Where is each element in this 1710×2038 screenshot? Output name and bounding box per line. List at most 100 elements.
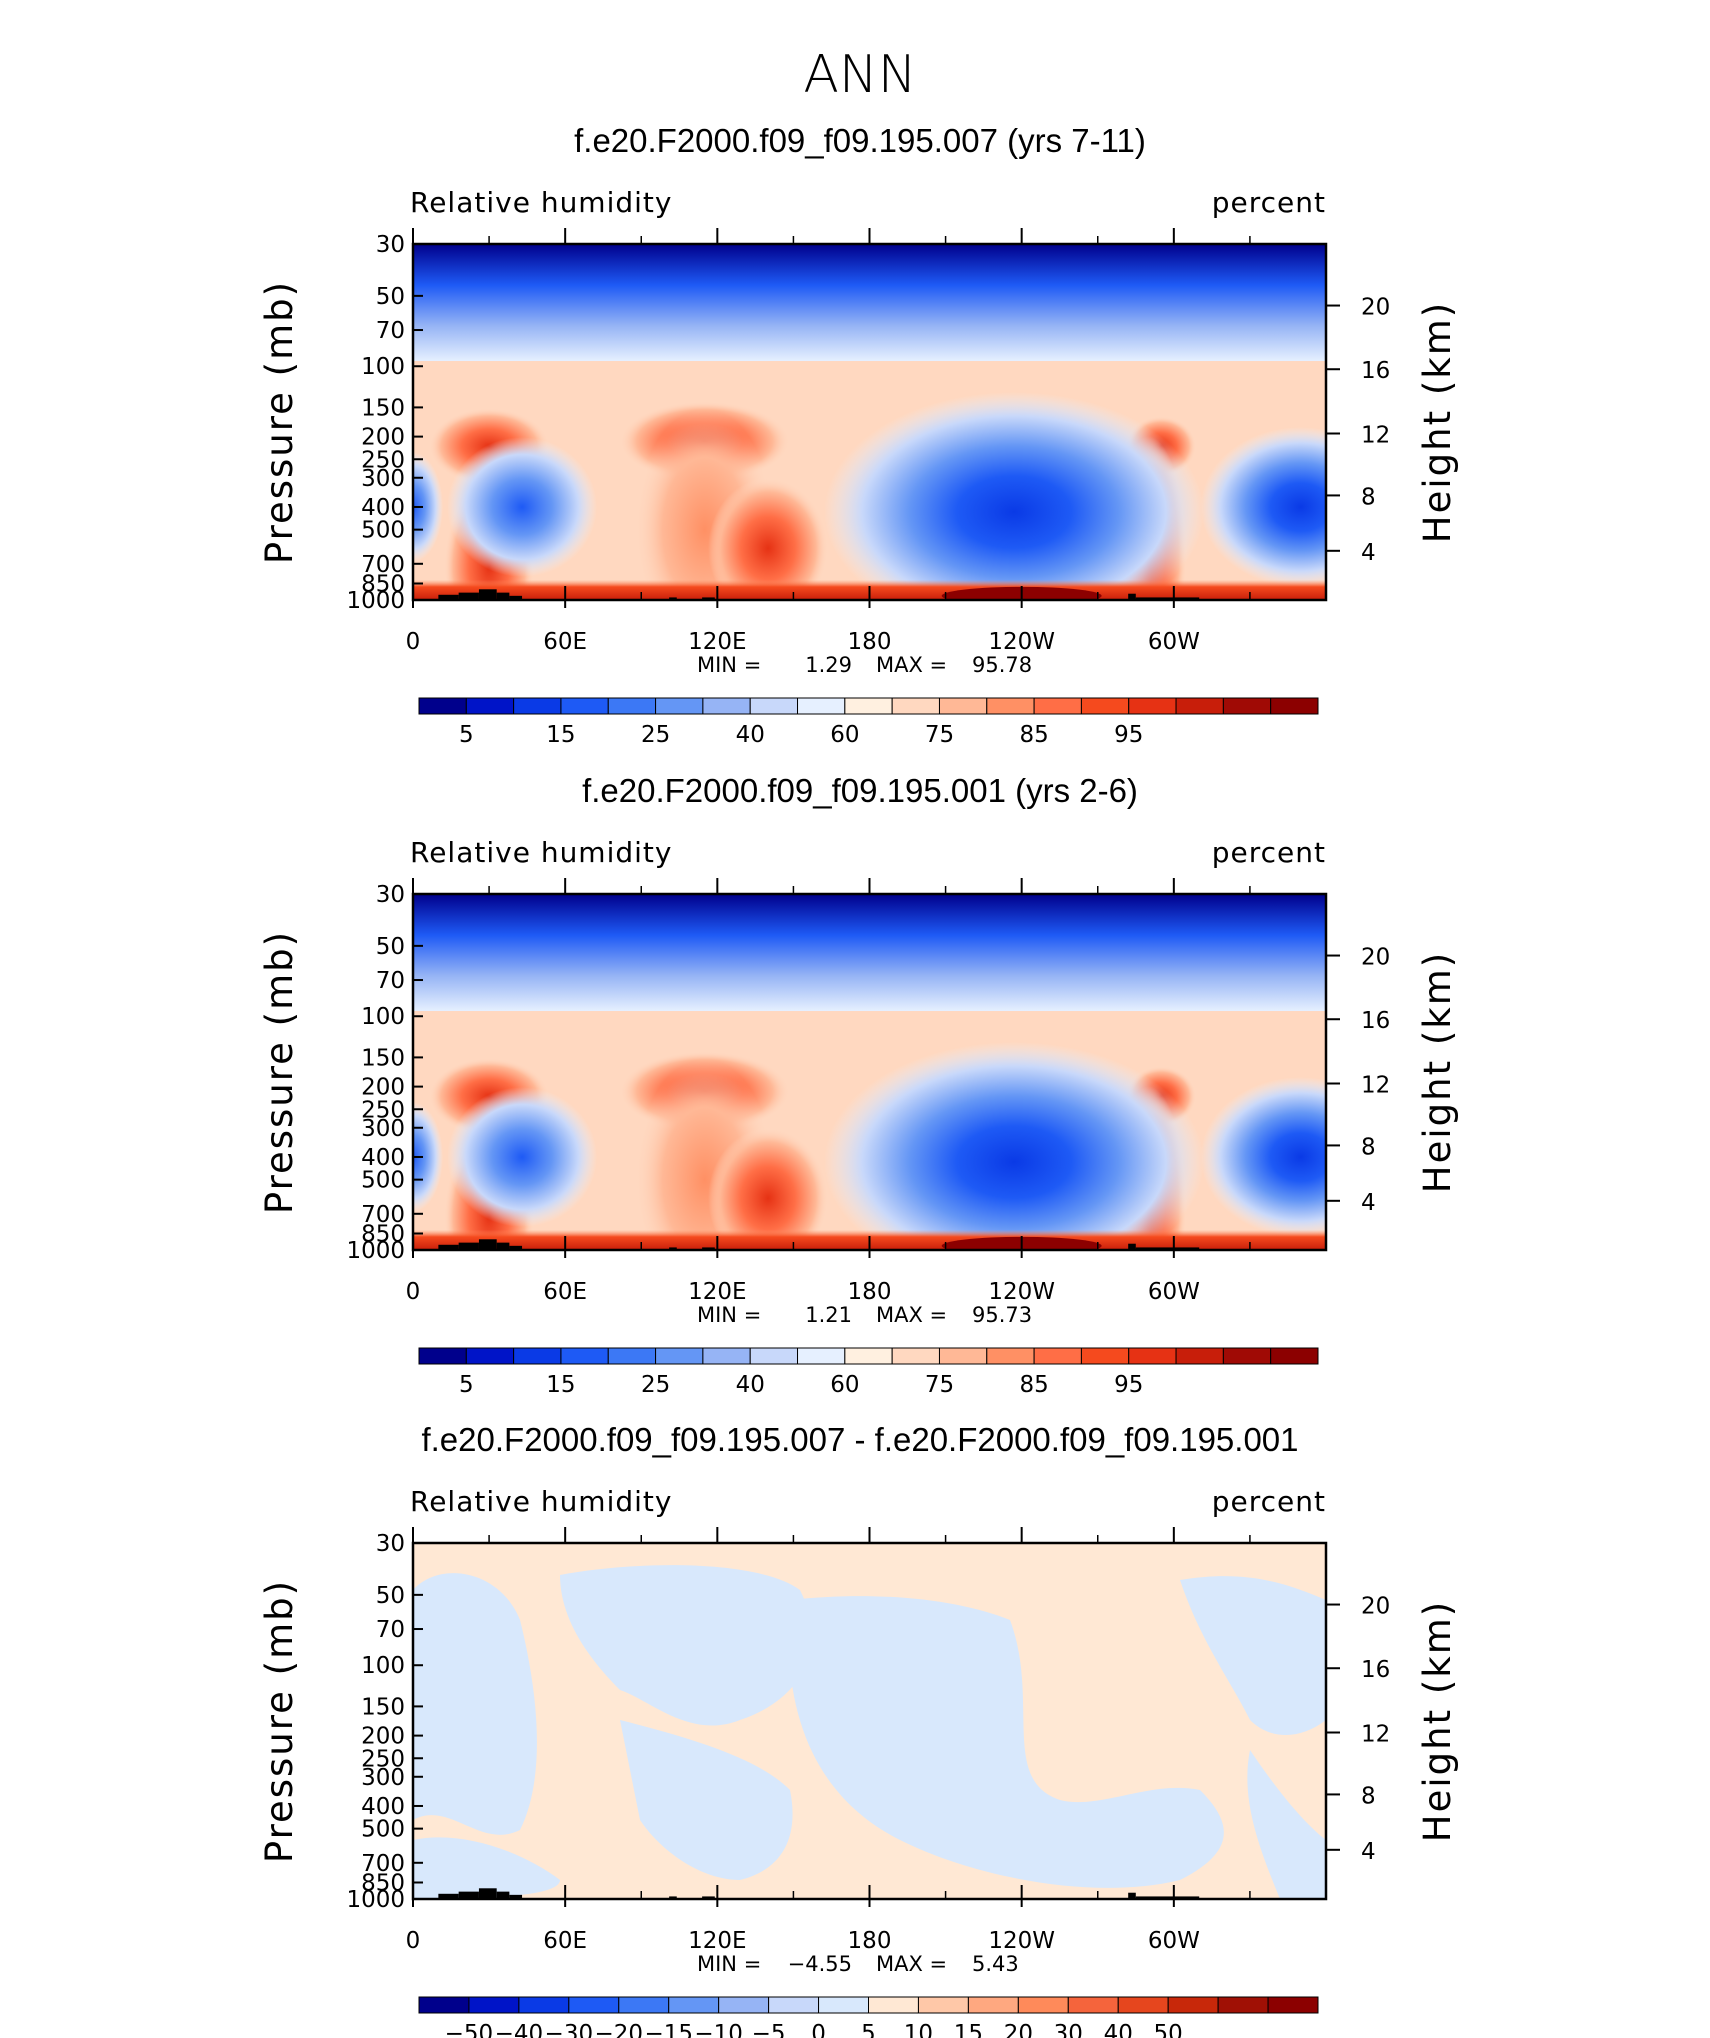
xtick-label: 0: [406, 1928, 421, 1954]
colorbar-label: 5: [459, 722, 474, 748]
ytick-label: 100: [361, 1653, 405, 1679]
colorbar-box: [718, 1996, 770, 2014]
colorbar-label: 15: [546, 722, 575, 748]
colorbar-box: [1117, 1996, 1169, 2014]
y-axis-title: Pressure (mb): [258, 280, 301, 564]
ytick-label: 500: [361, 1817, 405, 1843]
land-mask: [509, 1894, 523, 1899]
colorbar-label: −20: [595, 2021, 644, 2038]
ytick-right-label: 8: [1361, 1783, 1376, 1809]
colorbar-box: [868, 1996, 919, 2014]
ytick-right-label: 8: [1361, 484, 1376, 510]
stratosphere-strip: [413, 244, 1326, 362]
ytick-label: 100: [361, 1004, 405, 1030]
land-mask: [702, 1896, 715, 1899]
ytick-right-label: 16: [1361, 358, 1390, 384]
colorbar-box: [1033, 697, 1082, 715]
colorbar-box: [655, 697, 704, 715]
land-mask: [458, 1891, 479, 1899]
colorbar-label: 95: [1114, 1372, 1143, 1398]
variable-label: Relative humidity: [410, 186, 672, 219]
colorbar-label: 0: [811, 2021, 826, 2038]
panel-title: f.e20.F2000.f09_f09.195.007 (yrs 7-11): [574, 122, 1146, 159]
colorbar-box: [568, 1996, 620, 2014]
ytick-right-label: 12: [1361, 423, 1390, 449]
stratosphere-strip: [413, 894, 1326, 1012]
colorbar-box: [465, 697, 515, 715]
land-mask: [478, 589, 497, 600]
ytick-right-label: 4: [1361, 540, 1376, 566]
xtick-label: 60W: [1148, 1279, 1200, 1305]
colorbar-label: 60: [830, 722, 859, 748]
variable-label: Relative humidity: [410, 836, 672, 869]
colorbar-box: [418, 697, 467, 715]
colorbar-box: [917, 1996, 969, 2014]
colorbar-box: [468, 1996, 520, 2014]
colorbar-label: 15: [954, 2021, 983, 2038]
y-axis-title: Pressure (mb): [258, 1579, 301, 1863]
land-mask: [458, 592, 479, 600]
ytick-label: 400: [361, 1145, 405, 1171]
min-label: MIN =: [697, 1952, 761, 1976]
colorbar-box: [1270, 697, 1319, 715]
ytick-label: 250: [361, 1746, 405, 1772]
ytick-right-label: 12: [1361, 1722, 1390, 1748]
colorbar-box: [560, 1347, 609, 1365]
colorbar-box: [1128, 697, 1177, 715]
ytick-label: 850: [361, 1222, 405, 1248]
colorbar-box: [1267, 1996, 1319, 2014]
panel-title: f.e20.F2000.f09_f09.195.001 (yrs 2-6): [582, 772, 1138, 809]
land-mask: [1128, 593, 1136, 600]
colorbar-label: 25: [641, 722, 670, 748]
xtick-label: 120W: [988, 1279, 1055, 1305]
ytick-label: 200: [361, 1724, 405, 1750]
land-mask: [438, 1893, 459, 1899]
units-label: percent: [1212, 186, 1326, 219]
colorbar-label: 5: [861, 2021, 876, 2038]
colorbar-label: −50: [445, 2021, 494, 2038]
colorbar-box: [513, 1347, 562, 1365]
colorbar-box: [1080, 697, 1130, 715]
colorbar-label: −30: [545, 2021, 594, 2038]
colorbar-box: [607, 697, 657, 715]
ytick-label: 1000: [346, 1887, 405, 1913]
min-label: MIN =: [697, 653, 761, 677]
colorbar-box: [967, 1996, 1019, 2014]
colorbar-box: [986, 697, 1035, 715]
colorbar-box: [749, 697, 799, 715]
ytick-label: 400: [361, 495, 405, 521]
ytick-label: 850: [361, 572, 405, 598]
land-mask: [496, 592, 510, 600]
colorbar-label: −5: [752, 2021, 786, 2038]
ytick-label: 1000: [346, 1238, 405, 1264]
min-value: 1.21: [805, 1303, 852, 1327]
xtick-label: 180: [848, 1928, 892, 1954]
units-label: percent: [1212, 836, 1326, 869]
colorbar-label: −10: [694, 2021, 743, 2038]
land-mask: [458, 1242, 479, 1250]
colorbar-box: [797, 1347, 846, 1365]
ytick-label: 150: [361, 1694, 405, 1720]
colorbar-box: [1217, 1996, 1269, 2014]
variable-label: Relative humidity: [410, 1485, 672, 1518]
colorbar-box: [1067, 1996, 1119, 2014]
colorbar-box: [1222, 1347, 1272, 1365]
ytick-right-label: 8: [1361, 1134, 1376, 1160]
colorbar-box: [1167, 1996, 1219, 2014]
contour-field: [413, 244, 1326, 600]
ytick-label: 50: [376, 284, 405, 310]
dry-core: [824, 391, 1205, 600]
colorbar-label: 60: [830, 1372, 859, 1398]
colorbar-box: [891, 697, 940, 715]
colorbar-label: 20: [1004, 2021, 1033, 2038]
colorbar-box: [1033, 1347, 1082, 1365]
colorbar-box: [844, 697, 893, 715]
dry-core: [413, 451, 443, 562]
colorbar-box: [518, 1996, 570, 2014]
ytick-label: 200: [361, 425, 405, 451]
ytick-label: 30: [376, 1531, 405, 1557]
colorbar-label: 10: [904, 2021, 933, 2038]
land-mask: [478, 1888, 497, 1899]
ytick-label: 50: [376, 934, 405, 960]
units-label: percent: [1212, 1485, 1326, 1518]
